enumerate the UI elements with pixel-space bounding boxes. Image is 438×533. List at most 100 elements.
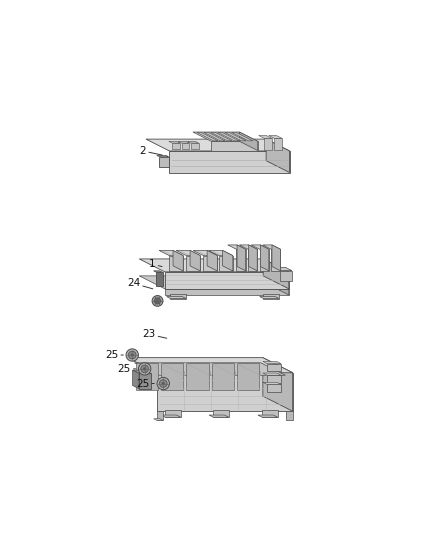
Circle shape	[128, 351, 136, 359]
Polygon shape	[262, 409, 278, 417]
Polygon shape	[157, 411, 163, 421]
Polygon shape	[127, 358, 293, 373]
Polygon shape	[209, 415, 229, 417]
Polygon shape	[225, 133, 246, 141]
Polygon shape	[203, 256, 217, 271]
Text: 1: 1	[149, 259, 162, 269]
Circle shape	[131, 353, 134, 357]
Polygon shape	[133, 370, 139, 389]
Polygon shape	[264, 139, 272, 150]
Text: 25: 25	[105, 350, 123, 360]
Circle shape	[159, 379, 167, 387]
Polygon shape	[154, 419, 163, 421]
Polygon shape	[258, 415, 278, 417]
Text: 23: 23	[142, 329, 167, 339]
Polygon shape	[260, 249, 269, 271]
Polygon shape	[165, 409, 181, 417]
Polygon shape	[169, 141, 180, 143]
Polygon shape	[213, 409, 229, 417]
Polygon shape	[157, 156, 169, 157]
Polygon shape	[159, 157, 169, 167]
Polygon shape	[139, 373, 151, 389]
Circle shape	[141, 365, 148, 373]
Polygon shape	[219, 256, 233, 271]
Polygon shape	[240, 245, 257, 249]
Polygon shape	[271, 249, 280, 271]
Polygon shape	[259, 135, 272, 139]
Polygon shape	[207, 251, 217, 271]
Polygon shape	[232, 133, 253, 141]
Circle shape	[162, 382, 165, 385]
Polygon shape	[173, 251, 183, 271]
Polygon shape	[269, 135, 282, 139]
Polygon shape	[187, 141, 198, 143]
Polygon shape	[181, 143, 189, 149]
Polygon shape	[211, 141, 258, 150]
Polygon shape	[161, 415, 181, 417]
Polygon shape	[249, 245, 257, 271]
Polygon shape	[280, 271, 292, 281]
Polygon shape	[190, 251, 200, 271]
Polygon shape	[170, 256, 183, 271]
Polygon shape	[228, 245, 246, 249]
Text: 25: 25	[117, 364, 136, 374]
Polygon shape	[176, 251, 200, 256]
Text: 24: 24	[127, 278, 153, 289]
Polygon shape	[166, 296, 186, 298]
Polygon shape	[267, 384, 281, 392]
Polygon shape	[186, 256, 200, 271]
Polygon shape	[263, 276, 289, 295]
Polygon shape	[248, 249, 257, 271]
Polygon shape	[165, 289, 289, 295]
Polygon shape	[267, 364, 281, 372]
Polygon shape	[211, 133, 232, 141]
Polygon shape	[153, 271, 162, 272]
Polygon shape	[236, 249, 246, 271]
Polygon shape	[263, 245, 280, 249]
Circle shape	[155, 298, 161, 304]
Polygon shape	[274, 139, 282, 150]
Polygon shape	[208, 251, 233, 256]
Polygon shape	[263, 358, 293, 411]
Polygon shape	[212, 363, 234, 390]
Polygon shape	[204, 133, 225, 141]
Polygon shape	[136, 363, 158, 390]
Polygon shape	[260, 296, 279, 298]
Polygon shape	[170, 151, 290, 173]
Polygon shape	[157, 373, 293, 411]
Circle shape	[152, 295, 163, 306]
Polygon shape	[134, 363, 286, 375]
Circle shape	[143, 367, 146, 370]
Polygon shape	[218, 133, 239, 141]
Polygon shape	[159, 251, 183, 256]
Polygon shape	[240, 132, 258, 150]
Polygon shape	[197, 133, 218, 141]
Polygon shape	[263, 361, 281, 364]
Polygon shape	[178, 141, 189, 143]
Polygon shape	[191, 143, 198, 149]
Polygon shape	[260, 245, 269, 271]
Polygon shape	[156, 272, 162, 286]
Circle shape	[138, 363, 151, 375]
Polygon shape	[263, 373, 281, 375]
Polygon shape	[139, 259, 289, 272]
Polygon shape	[187, 363, 208, 390]
Polygon shape	[161, 363, 184, 390]
Polygon shape	[193, 132, 258, 141]
Circle shape	[157, 377, 170, 390]
Polygon shape	[251, 245, 269, 249]
Text: 2: 2	[140, 146, 162, 156]
Polygon shape	[272, 245, 280, 271]
Polygon shape	[139, 276, 289, 289]
Circle shape	[126, 349, 138, 361]
Polygon shape	[170, 294, 186, 298]
Text: 25: 25	[136, 378, 154, 389]
Polygon shape	[266, 139, 290, 173]
Polygon shape	[274, 268, 292, 271]
Polygon shape	[286, 411, 293, 421]
Polygon shape	[267, 375, 281, 383]
Polygon shape	[165, 272, 289, 289]
Polygon shape	[146, 139, 290, 151]
Polygon shape	[237, 363, 259, 390]
Polygon shape	[193, 251, 217, 256]
